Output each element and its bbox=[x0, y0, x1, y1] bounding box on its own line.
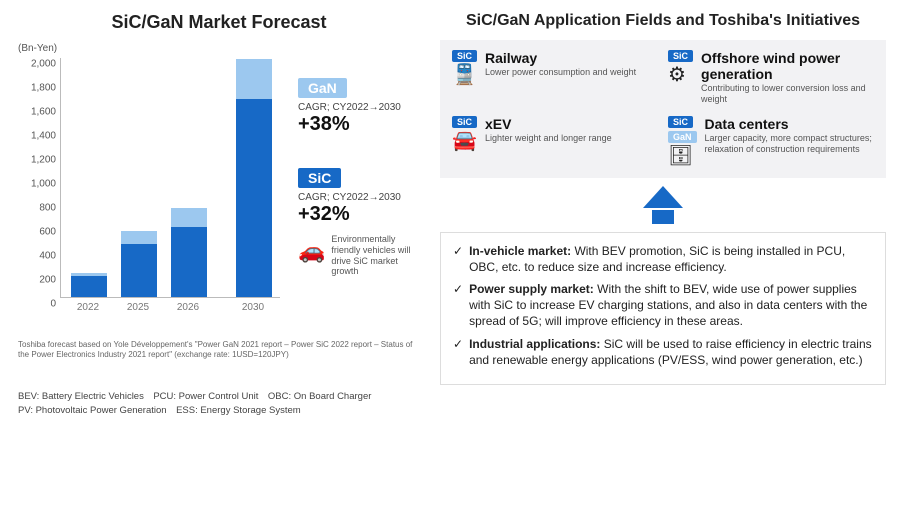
app-icon: 🗄 bbox=[668, 146, 693, 166]
sic-cagr-label: CAGR; CY2022→2030 bbox=[298, 192, 420, 203]
app-icon: 🚆 bbox=[452, 65, 477, 85]
bullet-row: ✓ Power supply market: With the shift to … bbox=[453, 281, 873, 330]
car-icon: 🚗 bbox=[298, 238, 325, 264]
app-item: SiC 🚘 xEVLighter weight and longer range bbox=[452, 116, 658, 166]
gan-cagr-label: CAGR; CY2022→2030 bbox=[298, 102, 401, 113]
chart-title: SiC/GaN Market Forecast bbox=[18, 12, 420, 33]
app-desc: Lighter weight and longer range bbox=[485, 133, 658, 144]
bar-segment-sic bbox=[71, 276, 107, 297]
ytick: 200 bbox=[18, 275, 56, 286]
app-name: Railway bbox=[485, 50, 658, 66]
sic-note: Environmentally friendly vehicles will d… bbox=[331, 234, 420, 277]
gan-tag: GaN bbox=[298, 78, 347, 98]
bullet-text: Industrial applications: SiC will be use… bbox=[469, 336, 873, 368]
bar-segment-gan bbox=[121, 231, 157, 244]
app-item: SiC ⚙ Offshore wind power generationContri… bbox=[668, 50, 874, 106]
bar-segment-sic bbox=[171, 227, 207, 297]
app-name: xEV bbox=[485, 116, 658, 132]
bullet-text: Power supply market: With the shift to B… bbox=[469, 281, 873, 330]
abbrev-legend: BEV: Battery Electric Vehicles PCU: Powe… bbox=[18, 390, 420, 419]
bullet-row: ✓ In-vehicle market: With BEV promotion, … bbox=[453, 243, 873, 275]
bar-segment-gan bbox=[236, 59, 272, 99]
ytick: 1,200 bbox=[18, 155, 56, 166]
annot-gan: GaN CAGR; CY2022→2030 +38% bbox=[298, 78, 401, 136]
x-category: 2022 bbox=[70, 302, 106, 313]
ytick: 2,000 bbox=[18, 59, 56, 70]
app-name: Data centers bbox=[705, 116, 874, 132]
ytick: 0 bbox=[18, 299, 56, 310]
app-icon: 🚘 bbox=[452, 131, 477, 151]
check-icon: ✓ bbox=[453, 281, 463, 297]
app-desc: Larger capacity, more compact structures… bbox=[705, 133, 874, 156]
arrow-up-icon bbox=[440, 186, 886, 224]
ytick: 400 bbox=[18, 251, 56, 262]
x-category: 2026 bbox=[170, 302, 206, 313]
bullets-box: ✓ In-vehicle market: With BEV promotion, … bbox=[440, 232, 886, 385]
app-icon: ⚙ bbox=[668, 65, 686, 85]
right-title: SiC/GaN Application Fields and Toshiba's… bbox=[440, 12, 886, 30]
sic-tag: SiC bbox=[298, 168, 341, 188]
x-category: 2030 bbox=[235, 302, 271, 313]
app-desc: Contributing to lower conversion loss an… bbox=[701, 83, 874, 106]
check-icon: ✓ bbox=[453, 243, 463, 259]
tech-badge: GaN bbox=[668, 131, 697, 143]
tech-badge: SiC bbox=[452, 50, 477, 62]
ytick: 1,800 bbox=[18, 83, 56, 94]
ytick: 1,000 bbox=[18, 179, 56, 190]
bar-segment-gan bbox=[171, 208, 207, 227]
source-note: Toshiba forecast based on Yole Développe… bbox=[18, 340, 418, 360]
applications-box: SiC 🚆 RailwayLower power consumption and w… bbox=[440, 40, 886, 178]
bar-segment-gan bbox=[71, 273, 107, 276]
legend-line-1: BEV: Battery Electric Vehicles PCU: Powe… bbox=[18, 390, 420, 404]
ytick: 800 bbox=[18, 203, 56, 214]
sic-cagr-value: +32% bbox=[298, 203, 420, 226]
bullet-text: In-vehicle market: With BEV promotion, S… bbox=[469, 243, 873, 275]
tech-badge: SiC bbox=[668, 116, 693, 128]
ytick: 1,600 bbox=[18, 107, 56, 118]
gan-cagr-value: +38% bbox=[298, 113, 401, 136]
legend-line-2: PV: Photovoltaic Power Generation ESS: E… bbox=[18, 404, 420, 418]
app-desc: Lower power consumption and weight bbox=[485, 67, 658, 78]
chart: 0 200 400 600 800 1,000 1,200 1,400 1,600 1,800 2,… bbox=[18, 58, 420, 318]
app-name: Offshore wind power generation bbox=[701, 50, 874, 82]
right-panel: SiC/GaN Application Fields and Toshiba's… bbox=[430, 0, 900, 506]
left-panel: SiC/GaN Market Forecast (Bn-Yen) 0 200 400… bbox=[0, 0, 430, 506]
annot-sic: SiC CAGR; CY2022→2030 +32% 🚗 Environment… bbox=[298, 168, 420, 277]
ytick: 600 bbox=[18, 227, 56, 238]
app-item: SiC 🚆 RailwayLower power consumption and w… bbox=[452, 50, 658, 106]
app-item: SiC GaN 🗄 Data centersLarger capacity, more… bbox=[668, 116, 874, 166]
y-axis-label: (Bn-Yen) bbox=[18, 43, 420, 54]
check-icon: ✓ bbox=[453, 336, 463, 352]
tech-badge: SiC bbox=[668, 50, 693, 62]
bar-segment-sic bbox=[121, 244, 157, 297]
tech-badge: SiC bbox=[452, 116, 477, 128]
ytick: 1,400 bbox=[18, 131, 56, 142]
x-category: 2025 bbox=[120, 302, 156, 313]
bullet-row: ✓ Industrial applications: SiC will be us… bbox=[453, 336, 873, 368]
bar-segment-sic bbox=[236, 99, 272, 297]
